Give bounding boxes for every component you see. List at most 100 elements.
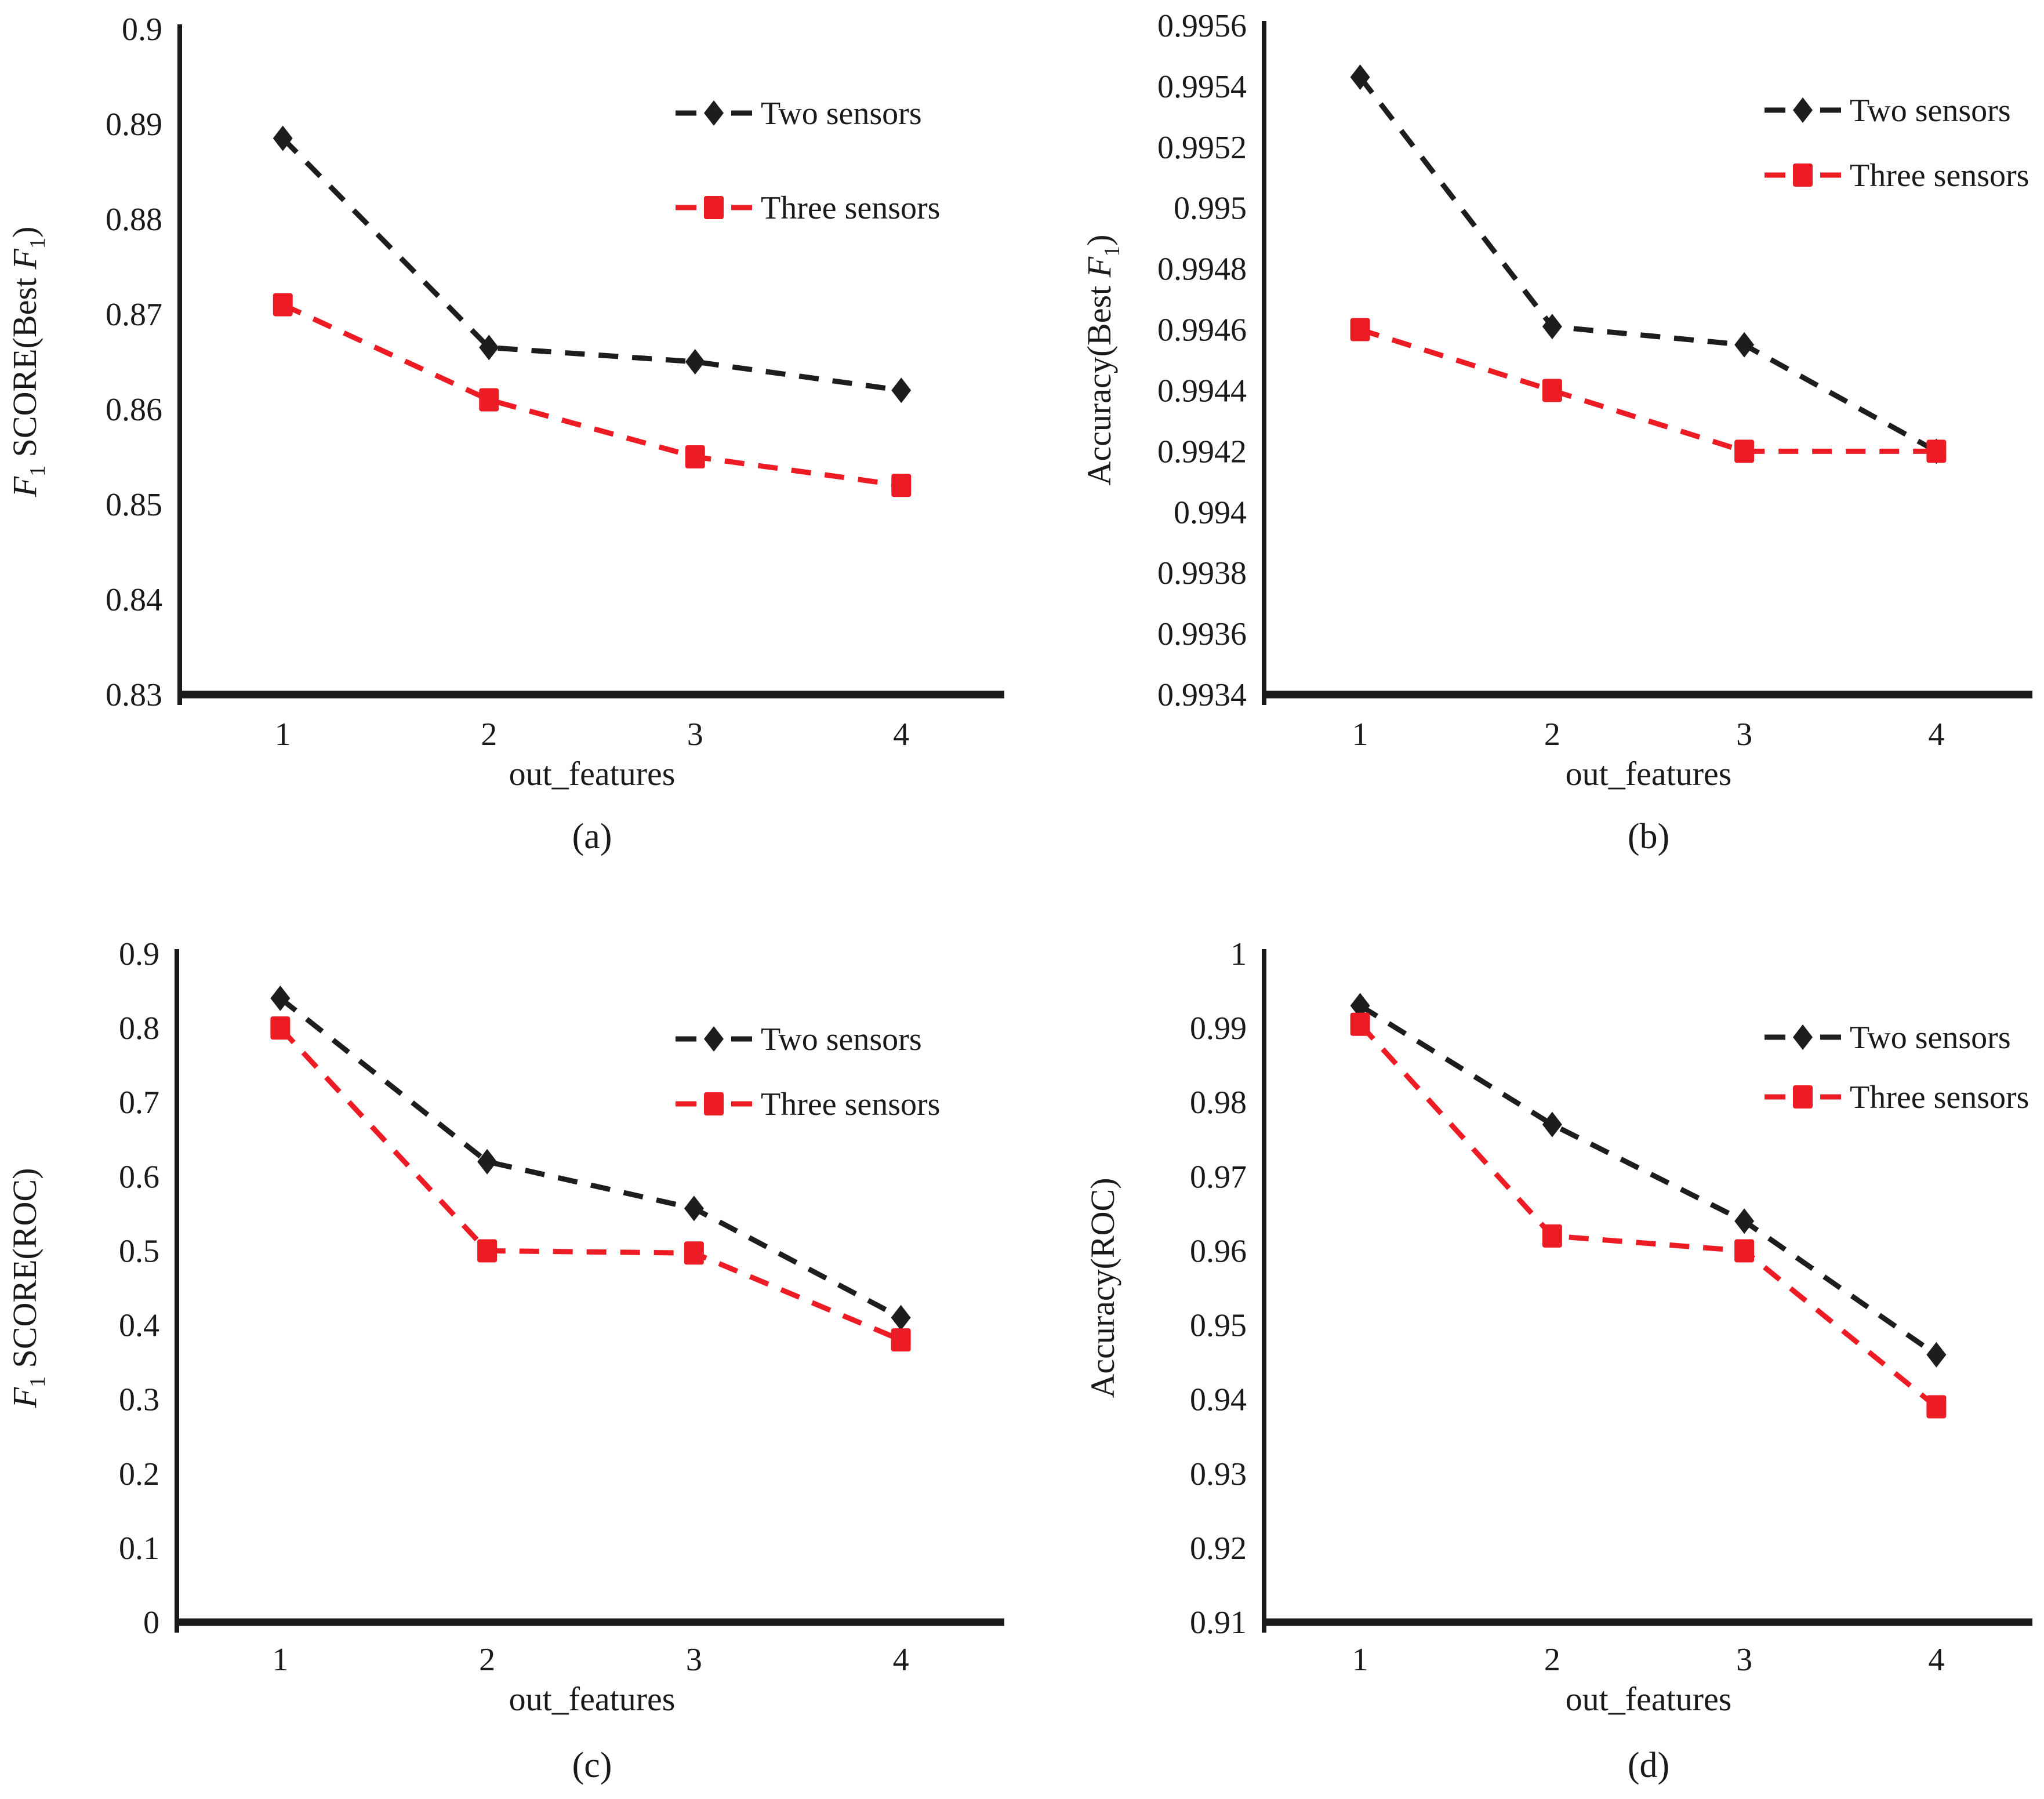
legend-item-two-sensors: Two sensors: [676, 96, 922, 132]
legend-item-two-sensors: Two sensors: [1765, 93, 2011, 129]
marker-square: [1542, 379, 1562, 402]
marker-square: [1793, 1085, 1813, 1109]
series-line-two-sensors: [1358, 75, 1938, 454]
marker-diamond: [704, 100, 724, 126]
marker-diamond: [1926, 1342, 1947, 1368]
x-tick-label: 2: [1544, 717, 1560, 753]
marker-diamond: [479, 335, 499, 361]
legend-item-two-sensors: Two sensors: [676, 1022, 922, 1057]
y-tick-label: 0.9954: [1157, 69, 1247, 105]
marker-square: [1734, 439, 1755, 463]
marker-square: [273, 293, 293, 317]
x-tick-label: 1: [272, 1642, 288, 1678]
chart-a-canvas: 0.83 0.84 0.85 0.86 0.87 0.88 0.89 0.9 1 2 3 4 F1 SC…: [6, 12, 1004, 753]
y-tick-label: 1: [1230, 936, 1247, 972]
y-tick-label: 0.9934: [1157, 677, 1247, 713]
marker-diamond: [891, 377, 912, 404]
marker-diamond: [684, 1195, 704, 1222]
y-tick-label: 0.84: [106, 582, 162, 618]
y-tick-label: 0.86: [106, 392, 162, 428]
y-tick-label: 0.88: [106, 202, 162, 238]
y-tick-label: 0.9936: [1157, 616, 1247, 652]
y-tick-label: 0.99: [1190, 1011, 1247, 1046]
series-line-three-sensors: [1358, 1022, 1938, 1409]
x-axis-title: out_features: [1565, 755, 1732, 793]
y-axis-title: Accuracy(Best F1): [1080, 235, 1124, 486]
y-tick-label: 0.9942: [1157, 434, 1247, 470]
marker-square: [1350, 318, 1370, 341]
marker-square: [1542, 1224, 1562, 1248]
marker-square: [685, 445, 705, 468]
chart-c-canvas: 0 0.1 0.2 0.3 0.4 0.5 0.6 0.7 0.8 0.9 1 2 3 4 F1 SCORE…: [6, 936, 1004, 1678]
x-tick-label: 3: [686, 1642, 702, 1678]
chart-b-canvas: 0.9934 0.9936 0.9938 0.994 0.9942 0.9944 0.994…: [1080, 8, 2032, 753]
marker-diamond: [1542, 314, 1562, 340]
marker-diamond: [1350, 993, 1370, 1019]
y-tick-label: 0.91: [1190, 1605, 1247, 1641]
marker-diamond: [1793, 97, 1813, 123]
marker-square: [891, 1328, 911, 1352]
x-axis-title: out_features: [509, 1680, 676, 1718]
y-tick-label: 0.1: [119, 1531, 159, 1567]
y-tick-label: 0.5: [119, 1233, 159, 1269]
x-tick-label: 1: [275, 717, 291, 753]
y-tick-label: 0.95: [1190, 1308, 1247, 1344]
marker-square: [891, 474, 912, 497]
series-line-three-sensors: [281, 302, 902, 488]
legend-item-three-sensors: Three sensors: [1765, 158, 2029, 194]
y-axis-title: F1 SCORE(ROC): [6, 1168, 50, 1409]
x-tick-label: 4: [1928, 717, 1944, 753]
x-tick-label: 1: [1352, 1642, 1368, 1678]
legend-item-three-sensors: Three sensors: [1765, 1080, 2029, 1115]
marker-square: [477, 1239, 498, 1263]
y-tick-label: 0.96: [1190, 1233, 1247, 1269]
marker-diamond: [704, 1026, 724, 1052]
chart-caption: (a): [572, 817, 612, 856]
marker-diamond: [1793, 1024, 1813, 1050]
series-line-two-sensors: [1359, 1003, 1938, 1357]
y-tick-label: 0.2: [119, 1456, 159, 1492]
legend-item-three-sensors: Three sensors: [676, 1086, 940, 1122]
marker-diamond: [1542, 1111, 1562, 1137]
marker-square: [684, 1241, 704, 1265]
y-tick-label: 0.9946: [1157, 312, 1247, 348]
marker-diamond: [1350, 64, 1370, 90]
marker-square: [704, 196, 724, 219]
chart-panel-c: 0 0.1 0.2 0.3 0.4 0.5 0.6 0.7 0.8 0.9 1 2 3 4 F1 SCORE…: [0, 900, 1022, 1799]
y-axis-title: F1 SCORE(Best F1): [6, 227, 50, 498]
y-tick-label: 0.92: [1190, 1531, 1247, 1567]
marker-square: [704, 1092, 724, 1115]
marker-diamond: [891, 1304, 911, 1331]
chart-panel-d: 0.91 0.92 0.93 0.94 0.95 0.96 0.97 0.98 0.99 1 1 2 3…: [1022, 900, 2044, 1799]
x-tick-label: 3: [687, 717, 703, 753]
marker-square: [270, 1016, 291, 1040]
y-tick-label: 0.7: [119, 1085, 159, 1121]
y-tick-label: 0.3: [119, 1382, 159, 1418]
marker-diamond: [685, 349, 705, 375]
y-tick-label: 0.995: [1174, 191, 1247, 227]
x-tick-label: 4: [893, 1642, 909, 1678]
y-tick-label: 0.94: [1190, 1382, 1247, 1418]
legend-label: Two sensors: [761, 1022, 922, 1057]
legend-label: Three sensors: [1850, 1080, 2029, 1115]
y-tick-label: 0.9944: [1157, 373, 1247, 409]
legend-label: Two sensors: [761, 96, 922, 132]
marker-square: [1734, 1239, 1755, 1263]
x-tick-label: 2: [481, 717, 497, 753]
x-tick-label: 2: [1544, 1642, 1560, 1678]
y-tick-label: 0.4: [119, 1308, 159, 1344]
x-axis-title: out_features: [1565, 1680, 1732, 1718]
marker-square: [1350, 1012, 1370, 1036]
chart-panel-b: 0.9934 0.9936 0.9938 0.994 0.9942 0.9944 0.994…: [1022, 0, 2044, 899]
y-tick-label: 0.93: [1190, 1456, 1247, 1492]
x-tick-label: 3: [1736, 717, 1752, 753]
x-tick-label: 1: [1352, 717, 1368, 753]
legend-label: Three sensors: [761, 190, 940, 226]
x-tick-label: 4: [1928, 1642, 1944, 1678]
marker-diamond: [1734, 332, 1755, 358]
y-tick-label: 0.994: [1174, 495, 1247, 530]
chart-caption: (c): [572, 1746, 612, 1785]
y-tick-label: 0.9952: [1157, 130, 1247, 166]
marker-diamond: [1734, 1208, 1755, 1234]
